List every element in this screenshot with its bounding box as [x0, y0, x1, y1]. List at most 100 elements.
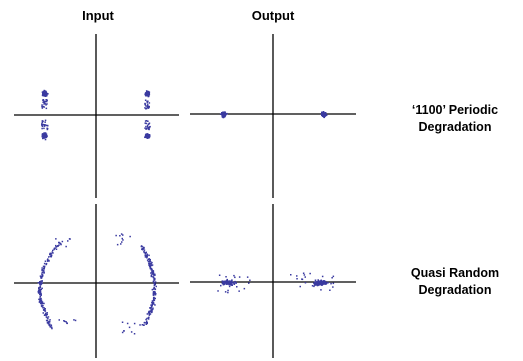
signal-point — [150, 275, 153, 278]
signal-point — [147, 260, 150, 263]
signal-point — [144, 99, 147, 101]
signal-point — [121, 331, 124, 334]
signal-point — [320, 279, 322, 282]
signal-point — [41, 271, 43, 274]
signal-point — [50, 253, 53, 255]
signal-point — [39, 285, 41, 287]
signal-point — [233, 274, 235, 277]
signal-point — [151, 261, 153, 264]
signal-point — [44, 124, 47, 126]
signal-point — [40, 288, 42, 291]
signal-point — [147, 100, 149, 102]
signal-point — [311, 285, 314, 287]
signal-point — [65, 321, 67, 323]
signal-point — [44, 103, 46, 105]
signal-point — [150, 263, 152, 265]
signal-point — [41, 280, 43, 282]
signal-point — [152, 307, 154, 309]
signal-point — [46, 312, 48, 314]
signal-point — [38, 300, 41, 303]
signal-point — [41, 267, 43, 269]
signal-point — [154, 297, 156, 300]
signal-point — [119, 235, 121, 237]
signal-point — [42, 269, 44, 271]
signal-point — [146, 94, 149, 97]
signal-point — [49, 319, 51, 321]
signal-point — [120, 243, 122, 245]
signal-point — [44, 95, 47, 97]
signal-point — [238, 276, 241, 278]
output-column-header: Output — [252, 8, 295, 23]
signal-point — [45, 91, 47, 93]
signal-point — [327, 281, 329, 284]
signal-point — [153, 296, 155, 299]
signal-point — [221, 282, 224, 285]
signal-point — [148, 310, 150, 313]
signal-point — [146, 257, 148, 259]
signal-point — [40, 282, 43, 284]
panel-input-periodic-points — [41, 89, 151, 141]
signal-point — [41, 124, 43, 126]
signal-point — [146, 91, 149, 93]
signal-point — [42, 265, 45, 268]
signal-point — [42, 307, 44, 309]
row-label-periodic: ‘1100’ Periodic Degradation — [412, 103, 498, 134]
signal-point — [40, 293, 42, 296]
signal-point — [148, 102, 151, 104]
signal-point — [44, 314, 46, 316]
panel-input-quasi-random — [14, 204, 179, 358]
signal-point — [330, 282, 332, 285]
signal-point — [38, 291, 40, 293]
signal-point — [61, 240, 64, 243]
signal-point — [152, 293, 155, 295]
row-label-periodic-line2: Degradation — [419, 120, 492, 134]
signal-point — [147, 127, 150, 129]
signal-point — [224, 291, 227, 293]
signal-point — [143, 324, 145, 326]
panel-input-quasi-random-points — [37, 233, 157, 335]
signal-point — [46, 313, 48, 316]
signal-point — [143, 250, 145, 253]
signal-point — [145, 125, 147, 128]
signal-point — [148, 135, 151, 138]
signal-point — [223, 282, 225, 284]
signal-point — [51, 327, 53, 330]
signal-point — [43, 101, 46, 104]
signal-point — [141, 248, 144, 251]
signal-point — [46, 260, 49, 262]
signal-point — [146, 136, 148, 139]
signal-point — [228, 285, 231, 288]
signal-point — [43, 265, 46, 268]
signal-point — [150, 304, 152, 306]
signal-point — [314, 279, 317, 282]
signal-point — [148, 122, 151, 124]
signal-point — [41, 104, 43, 106]
signal-point — [63, 320, 66, 323]
signal-point — [52, 252, 54, 254]
signal-point — [55, 244, 57, 247]
signal-point — [48, 260, 50, 262]
signal-point — [322, 282, 324, 284]
signal-point — [46, 103, 48, 105]
signal-point — [39, 297, 41, 299]
signal-point — [146, 134, 149, 137]
signal-point — [149, 258, 151, 261]
signal-point — [50, 255, 52, 258]
signal-point — [331, 277, 333, 279]
panel-output-periodic-points — [219, 111, 328, 119]
signal-point — [51, 251, 53, 253]
input-column-header: Input — [82, 8, 114, 23]
signal-point — [129, 235, 131, 238]
signal-point — [227, 291, 229, 294]
signal-point — [154, 292, 156, 294]
signal-point — [141, 246, 143, 248]
signal-point — [116, 243, 119, 246]
signal-point — [68, 238, 71, 240]
panel-input-periodic — [14, 34, 179, 198]
signal-point — [143, 249, 146, 251]
signal-point — [144, 103, 146, 105]
panel-output-quasi-random-points — [217, 272, 335, 294]
signal-point — [222, 282, 224, 284]
signal-point — [50, 324, 52, 326]
signal-point — [41, 302, 44, 304]
